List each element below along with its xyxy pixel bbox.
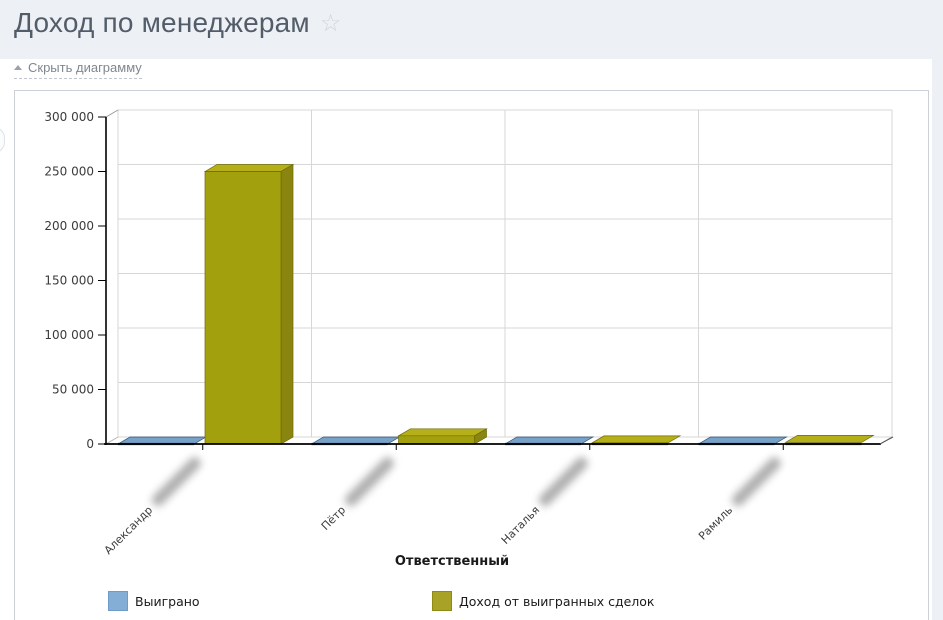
y-tick-label: 100 000 bbox=[44, 328, 94, 342]
y-tick-label: 50 000 bbox=[52, 383, 94, 397]
sidebar-collapse-handle[interactable] bbox=[0, 127, 5, 153]
bar-income-Наталья[interactable] bbox=[590, 435, 682, 446]
page-header: Доход по менеджерам ☆ bbox=[0, 0, 943, 59]
y-tick-label: 150 000 bbox=[44, 274, 94, 288]
legend-swatch-won-icon bbox=[108, 591, 128, 611]
legend-label-won: Выиграно bbox=[135, 593, 200, 609]
bar-won-Пётр[interactable] bbox=[310, 436, 401, 446]
page-title: Доход по менеджерам bbox=[14, 7, 310, 38]
bar-won-Рамиль[interactable] bbox=[697, 436, 788, 446]
y-tick-label: 250 000 bbox=[44, 165, 94, 179]
hide-chart-label: Скрыть диаграмму bbox=[28, 60, 142, 75]
x-axis-title: Ответственный bbox=[394, 554, 510, 569]
legend-item-won[interactable]: Выиграно bbox=[108, 591, 200, 611]
bar-won-Наталья[interactable] bbox=[503, 436, 595, 446]
collapse-up-icon bbox=[14, 65, 22, 70]
hide-chart-link[interactable]: Скрыть диаграмму bbox=[14, 60, 142, 79]
bar-income-Рамиль[interactable] bbox=[784, 435, 875, 446]
bar-income-Пётр[interactable] bbox=[397, 428, 488, 445]
legend-item-income[interactable]: Доход от выигранных сделок bbox=[432, 591, 654, 611]
y-tick-label: 0 bbox=[86, 437, 94, 451]
legend-label-income: Доход от выигранных сделок bbox=[459, 593, 655, 609]
bar-income-Александр[interactable] bbox=[203, 163, 295, 445]
legend-swatch-income-icon bbox=[432, 591, 452, 611]
bar-won-Александр[interactable] bbox=[116, 436, 208, 446]
chart-panel: 0 50 000 100 000 150 000 200 000 250 000 300 0… bbox=[14, 90, 929, 620]
favorite-star-icon[interactable]: ☆ bbox=[319, 10, 342, 37]
bar-chart-svg: 0 50 000 100 000 150 000 200 000 250 000 300 0… bbox=[44, 109, 894, 451]
y-tick-label: 300 000 bbox=[44, 110, 94, 124]
y-tick-label: 200 000 bbox=[44, 219, 94, 233]
